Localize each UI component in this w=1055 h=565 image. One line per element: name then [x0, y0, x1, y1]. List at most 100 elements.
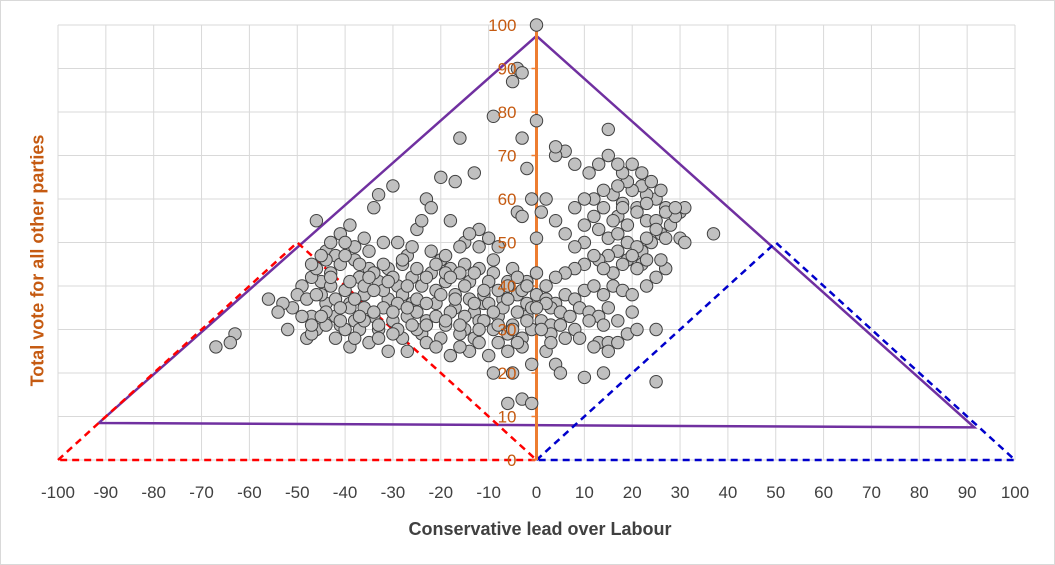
reference-line-red-dashed [57, 240, 540, 462]
data-point [357, 231, 371, 245]
data-point [553, 366, 568, 380]
reference-line-blue-dashed [535, 240, 1019, 462]
data-point [448, 174, 462, 189]
data-point [486, 305, 501, 319]
data-point [381, 274, 395, 289]
data-point [443, 270, 458, 284]
data-point [510, 305, 525, 319]
data-point [505, 322, 520, 337]
data-point [548, 270, 563, 284]
data-point [592, 222, 606, 237]
data-point [649, 375, 663, 389]
y-tick-label: 70 [498, 147, 517, 166]
x-tick-label: -80 [141, 483, 166, 502]
data-point [429, 340, 443, 354]
x-tick-label: -40 [333, 483, 358, 502]
data-point [400, 344, 414, 358]
data-point [453, 131, 467, 145]
data-point [271, 305, 285, 319]
data-point [529, 114, 544, 128]
data-point [223, 335, 238, 350]
y-tick-label: 50 [498, 234, 517, 253]
data-point [486, 109, 501, 124]
data-point [376, 235, 391, 250]
data-point [639, 231, 654, 245]
data-point [362, 244, 376, 258]
data-point [572, 331, 587, 345]
data-point [386, 305, 400, 319]
data-point [548, 140, 563, 154]
data-point [491, 335, 505, 350]
data-point [491, 240, 505, 254]
data-point [568, 240, 582, 254]
data-point [611, 227, 625, 241]
data-point [348, 292, 362, 306]
data-point [596, 261, 611, 276]
x-axis-title: Conservative lead over Labour [408, 519, 672, 539]
data-point [635, 166, 649, 180]
data-point [352, 257, 367, 271]
y-tick-label: 40 [498, 277, 517, 296]
data-point [601, 344, 615, 358]
data-point [649, 322, 663, 337]
data-point [343, 274, 357, 289]
data-point [620, 218, 635, 232]
data-point [553, 318, 568, 332]
data-point [659, 231, 673, 245]
data-point [596, 201, 611, 215]
y-tick-label: 20 [498, 364, 517, 383]
data-point [309, 214, 324, 228]
data-point [644, 174, 658, 189]
data-point [529, 301, 544, 315]
data-point [706, 227, 721, 241]
data-point [367, 305, 381, 319]
data-point [544, 335, 558, 350]
data-point [510, 270, 525, 284]
data-point [520, 279, 534, 293]
data-point [391, 235, 405, 250]
data-point [424, 201, 438, 215]
data-point [611, 157, 625, 171]
data-point [376, 257, 391, 271]
data-point [472, 335, 486, 350]
x-tick-label: -20 [429, 483, 454, 502]
data-point [400, 279, 414, 293]
data-point [304, 318, 319, 332]
data-point [501, 292, 515, 306]
data-point [615, 201, 630, 215]
data-point [386, 179, 400, 193]
data-point [453, 318, 467, 332]
data-point [625, 305, 639, 319]
data-point [529, 18, 544, 32]
data-point [596, 318, 611, 332]
data-point [515, 131, 529, 145]
data-point [328, 331, 343, 345]
data-point [525, 357, 539, 371]
data-point [458, 279, 472, 293]
data-point [592, 157, 606, 171]
data-point [520, 161, 534, 176]
data-point [314, 309, 328, 324]
data-point [577, 370, 592, 385]
data-point [324, 270, 338, 284]
data-point [415, 214, 429, 228]
data-point [410, 261, 424, 276]
y-tick-label: 0 [507, 451, 516, 470]
data-point [587, 279, 601, 293]
data-point [348, 331, 362, 345]
data-point [281, 322, 295, 337]
data-point [371, 188, 386, 202]
data-point [419, 270, 434, 284]
data-point [654, 183, 668, 198]
y-tick-label: 60 [498, 190, 517, 209]
data-point [529, 231, 544, 245]
data-point [343, 218, 357, 232]
data-point [261, 292, 276, 306]
data-point [577, 192, 592, 206]
data-point [453, 340, 467, 354]
data-point [501, 344, 515, 358]
data-point [486, 366, 501, 380]
data-point [611, 179, 625, 193]
data-point [501, 396, 515, 411]
